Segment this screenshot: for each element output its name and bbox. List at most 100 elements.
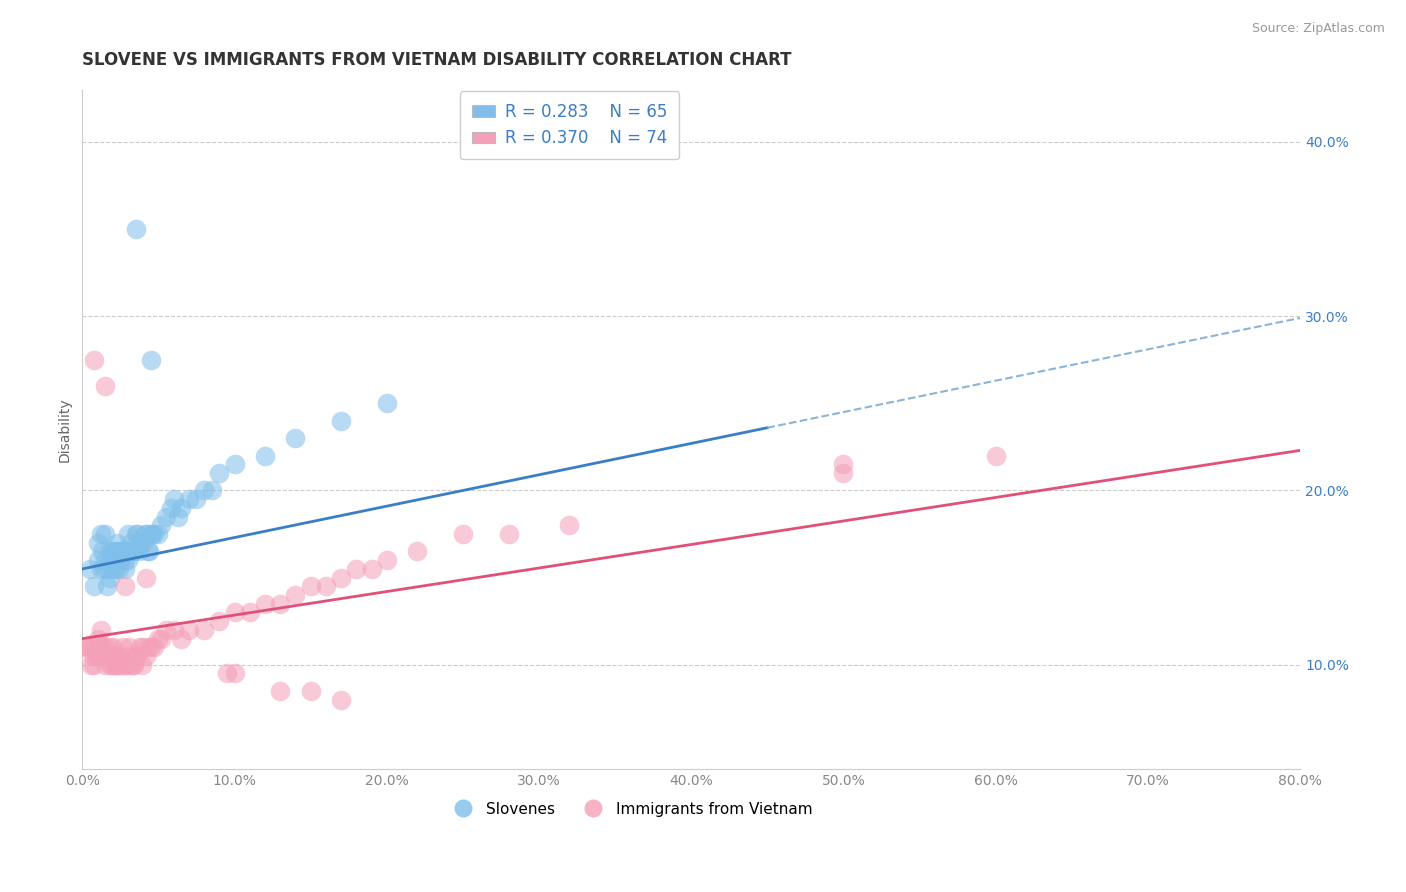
Point (136, 544, 159, 558)
Point (127, 648, 149, 663)
Point (299, 579, 322, 593)
Point (224, 458, 246, 472)
Point (101, 648, 124, 663)
Point (451, 527, 474, 541)
Point (148, 632, 170, 646)
Point (136, 640, 159, 655)
Point (86, 553, 108, 567)
Point (122, 544, 145, 558)
Point (104, 657, 127, 672)
Point (138, 544, 160, 558)
Point (94, 527, 117, 541)
Point (110, 544, 132, 558)
Point (104, 562, 127, 576)
Point (284, 588, 307, 602)
Point (94, 553, 117, 567)
Point (80, 657, 103, 672)
Point (75, 640, 97, 655)
Point (134, 527, 156, 541)
Point (127, 527, 149, 541)
Point (375, 553, 398, 567)
Point (118, 544, 141, 558)
Point (208, 614, 231, 628)
Point (139, 352, 162, 367)
Point (139, 640, 162, 655)
Point (79, 562, 101, 576)
Point (121, 544, 143, 558)
Point (162, 623, 184, 637)
Point (90, 623, 112, 637)
Text: Source: ZipAtlas.com: Source: ZipAtlas.com (1251, 22, 1385, 36)
Point (375, 396, 398, 410)
Point (139, 527, 162, 541)
Point (112, 640, 135, 655)
Point (142, 527, 165, 541)
Point (124, 222, 146, 236)
Point (215, 666, 238, 681)
Point (284, 431, 307, 445)
Point (101, 640, 124, 655)
Point (142, 640, 165, 655)
Point (299, 684, 322, 698)
Point (148, 527, 170, 541)
Point (111, 544, 134, 558)
Point (90, 648, 112, 663)
Point (253, 597, 276, 611)
Point (83, 352, 105, 367)
Point (83, 579, 105, 593)
Point (93, 648, 115, 663)
Point (129, 535, 152, 549)
Point (114, 579, 136, 593)
Point (97, 562, 120, 576)
Point (117, 648, 139, 663)
Point (224, 666, 246, 681)
Point (330, 692, 353, 706)
Point (115, 657, 138, 672)
Point (984, 449, 1007, 463)
Point (224, 606, 246, 620)
Point (330, 571, 353, 585)
Point (118, 640, 141, 655)
Point (105, 544, 128, 558)
Point (239, 606, 262, 620)
Point (93, 562, 115, 576)
Point (122, 657, 145, 672)
Point (94, 657, 117, 672)
Point (86, 535, 108, 549)
Point (114, 553, 136, 567)
Point (86, 632, 108, 646)
Point (253, 449, 276, 463)
Point (104, 648, 127, 663)
Point (115, 544, 138, 558)
Point (269, 597, 291, 611)
Point (110, 553, 132, 567)
Point (498, 527, 520, 541)
Point (330, 414, 353, 428)
Point (98, 544, 121, 558)
Point (86, 648, 108, 663)
Point (83, 657, 105, 672)
Point (100, 657, 122, 672)
Point (135, 527, 157, 541)
Point (83, 640, 105, 655)
Point (193, 623, 215, 637)
Point (121, 657, 143, 672)
Point (112, 544, 135, 558)
Point (406, 544, 429, 558)
Point (91, 648, 114, 663)
Point (114, 657, 136, 672)
Text: SLOVENE VS IMMIGRANTS FROM VIETNAM DISABILITY CORRELATION CHART: SLOVENE VS IMMIGRANTS FROM VIETNAM DISAB… (83, 51, 792, 69)
Point (100, 553, 122, 567)
Point (315, 579, 337, 593)
Point (97, 648, 120, 663)
Point (177, 623, 200, 637)
Point (170, 500, 193, 515)
Point (96, 648, 118, 663)
Point (105, 657, 128, 672)
Point (150, 518, 173, 533)
Point (135, 571, 157, 585)
Point (128, 544, 150, 558)
Point (117, 553, 139, 567)
Point (186, 492, 208, 507)
Point (98, 657, 121, 672)
